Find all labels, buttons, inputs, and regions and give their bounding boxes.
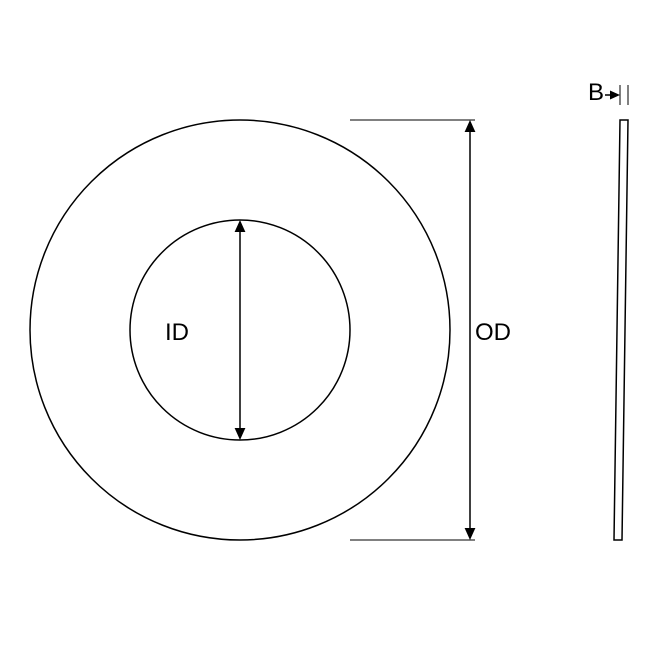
od-label: OD [475,319,511,346]
b-label: B [588,79,604,106]
washer-side-view [614,120,628,540]
id-label: ID [165,319,189,346]
